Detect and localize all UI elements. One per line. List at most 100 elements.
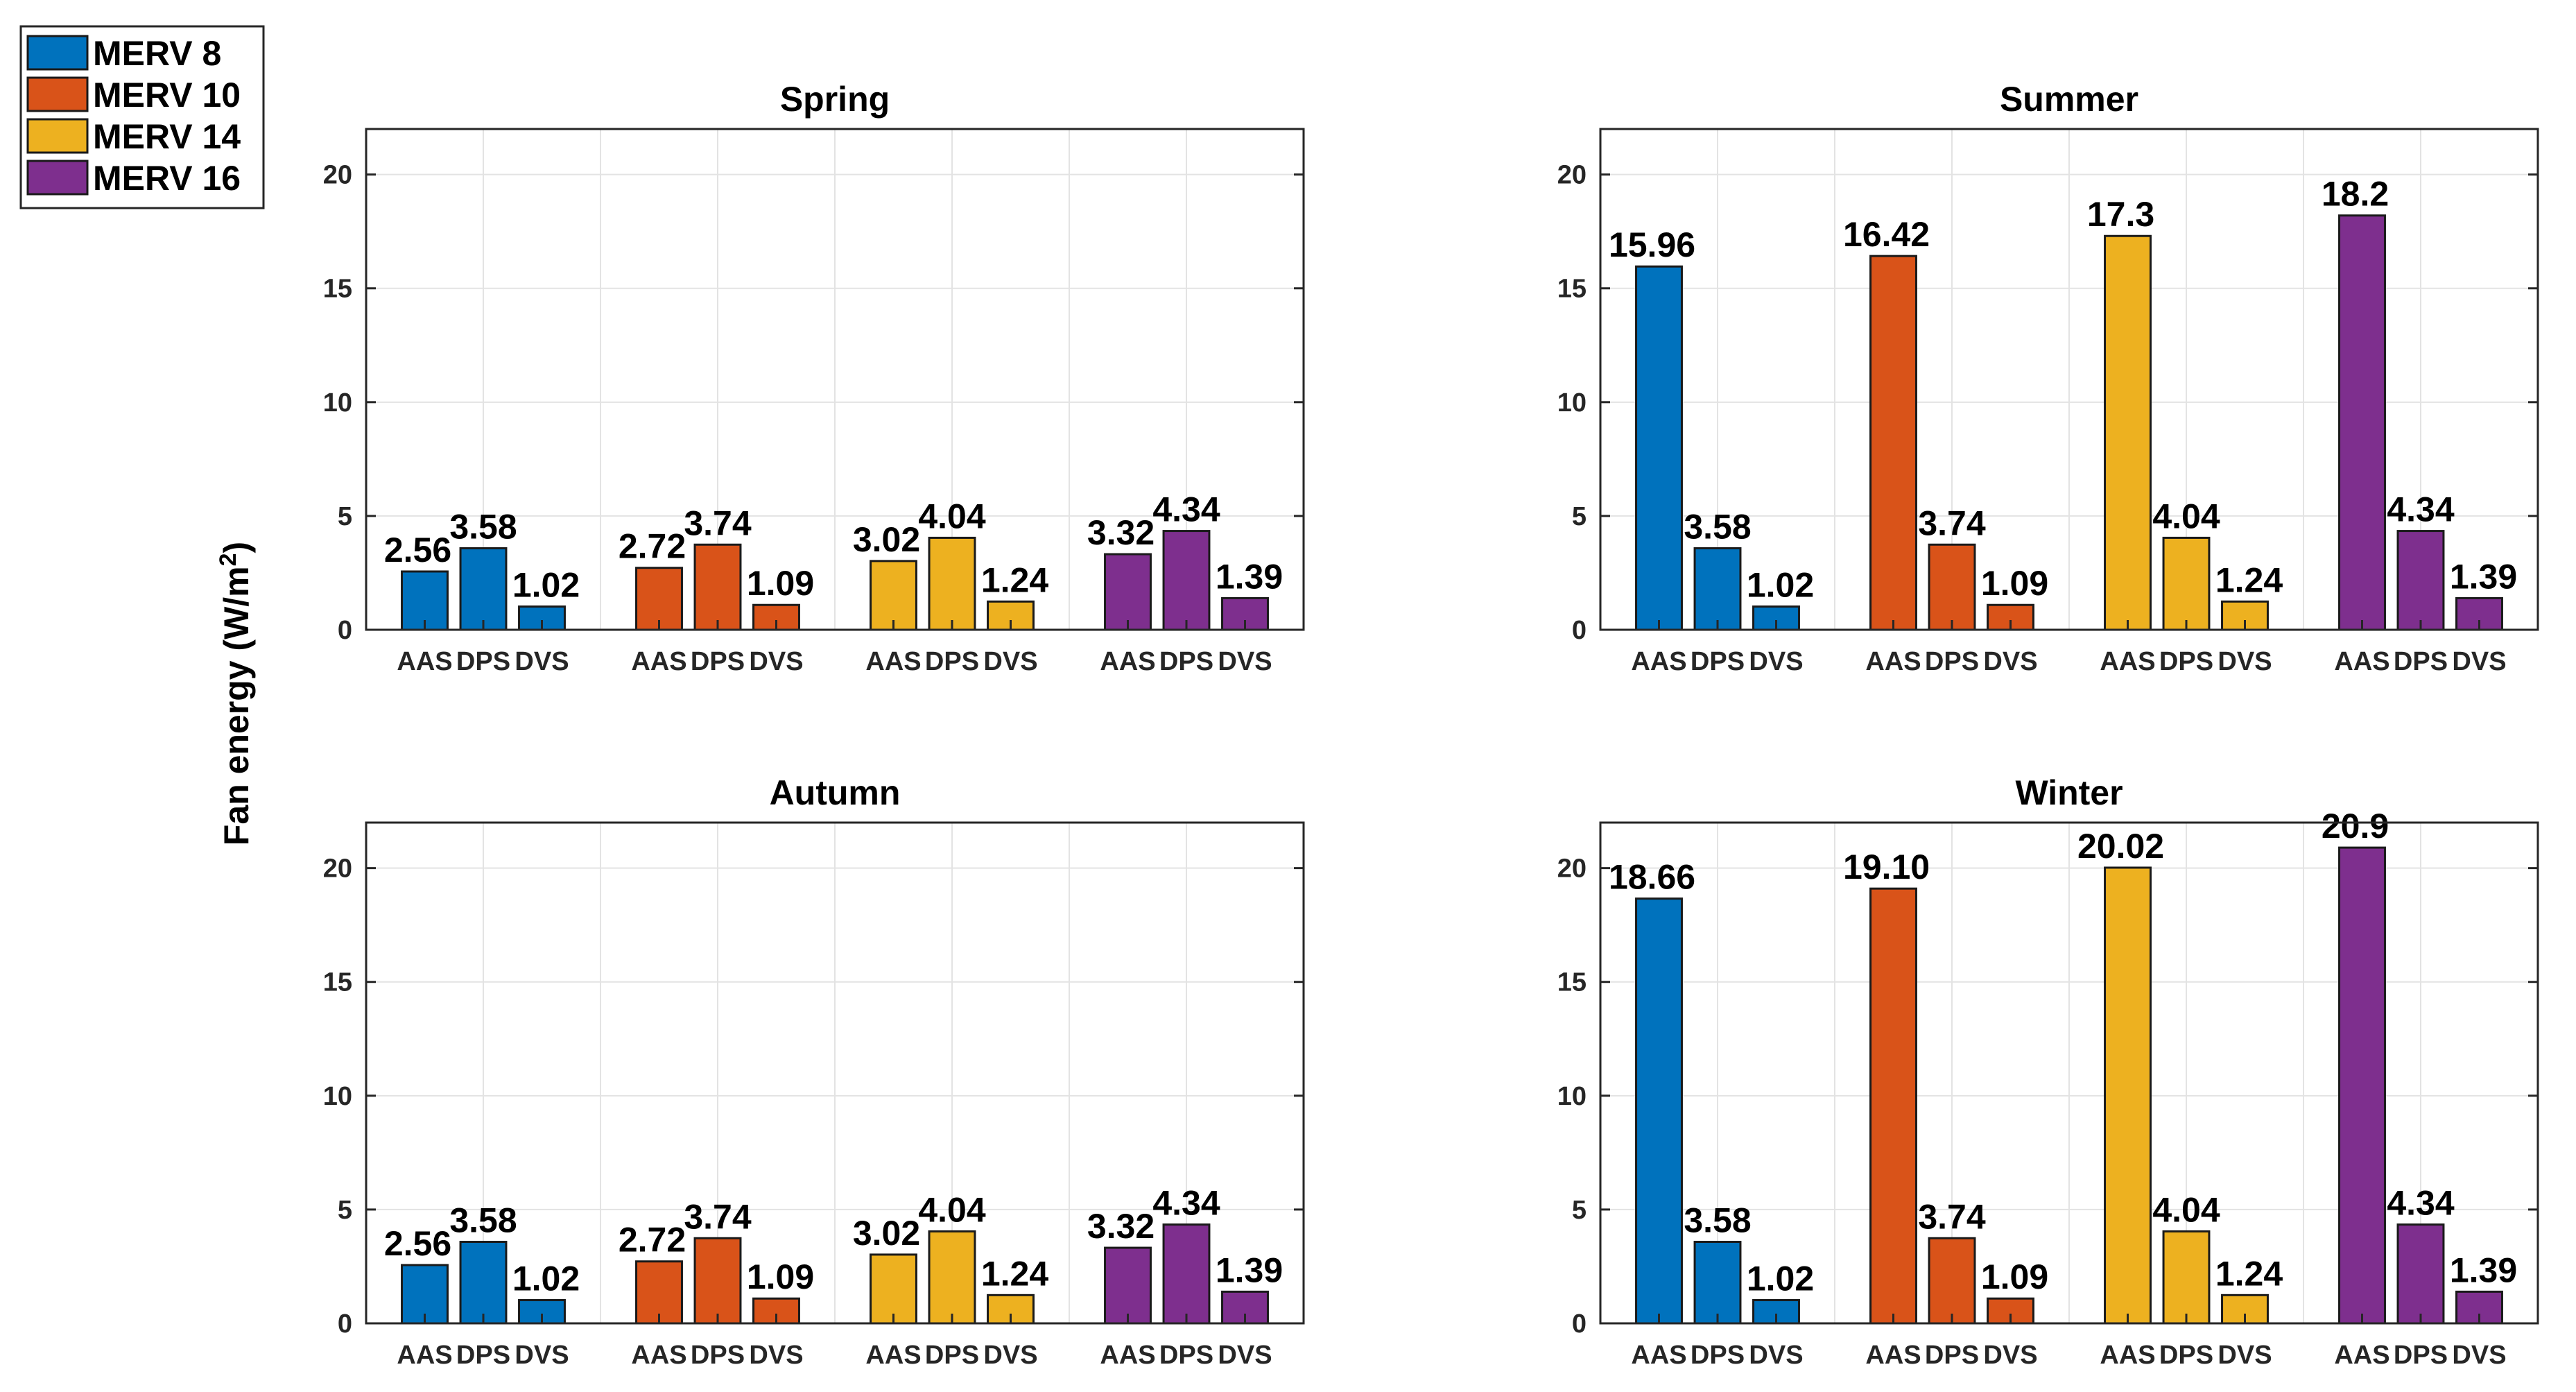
x-tick-label-dvs: DVS <box>1749 1341 1803 1370</box>
data-label: 3.74 <box>684 504 752 542</box>
x-tick-label-aas: AAS <box>1865 647 1921 676</box>
x-tick-label-dvs: DVS <box>1983 1341 2037 1370</box>
data-label: 1.24 <box>981 560 1049 599</box>
y-tick-label: 0 <box>1572 1309 1587 1339</box>
x-tick-label-dps: DPS <box>1159 1341 1213 1370</box>
panel-spring: 0 5 10 15 20 2.56 AAS 3.58 DPS 1.02 DVS 2.72 AAS 3.74… <box>323 80 1305 676</box>
legend-swatch-merv-16 <box>26 160 89 196</box>
y-axis-label-close: ) <box>217 542 256 553</box>
x-tick-label-dvs: DVS <box>1749 647 1803 676</box>
legend-label-merv-8: MERV 8 <box>93 34 221 73</box>
bar-autumn-merv-16-dps <box>1162 1223 1211 1325</box>
y-tick-label: 20 <box>1557 161 1587 190</box>
x-tick-label-dvs: DVS <box>2452 1341 2506 1370</box>
data-label: 3.58 <box>1684 508 1751 547</box>
y-tick-label: 5 <box>1572 1196 1587 1225</box>
x-tick-label-dps: DPS <box>456 1341 510 1370</box>
data-label: 3.32 <box>1087 1207 1155 1246</box>
x-tick-label-dps: DPS <box>1159 647 1213 676</box>
bar-summer-merv-10-aas <box>1869 255 1917 631</box>
bar-summer-merv-16-dps <box>2396 530 2445 631</box>
x-tick-label-dps: DPS <box>2394 1341 2448 1370</box>
x-tick-label-aas: AAS <box>2100 647 2155 676</box>
x-tick-label-aas: AAS <box>397 647 452 676</box>
data-label: 3.74 <box>684 1197 752 1236</box>
x-tick-label-dvs: DVS <box>2452 647 2506 676</box>
x-tick-label-dps: DPS <box>1691 647 1745 676</box>
axes-box <box>1599 128 2539 631</box>
bar-spring-merv-14-dps <box>928 536 976 631</box>
y-tick-label: 20 <box>1557 854 1587 884</box>
data-label: 1.02 <box>1747 566 1814 605</box>
y-tick-label: 20 <box>323 161 352 190</box>
bar-winter-merv-10-aas <box>1869 887 1917 1325</box>
legend-swatch-merv-10 <box>26 76 89 112</box>
bar-winter-merv-14-dps <box>2162 1230 2211 1325</box>
y-tick-label: 15 <box>1557 275 1587 304</box>
bar-winter-merv-8-dps <box>1693 1241 1742 1325</box>
x-tick-label-dvs: DVS <box>515 647 569 676</box>
bar-winter-merv-16-dps <box>2396 1223 2445 1325</box>
bar-spring-merv-8-aas <box>401 570 449 631</box>
data-label: 3.58 <box>449 1201 517 1240</box>
data-label: 1.39 <box>2450 557 2517 596</box>
x-tick-label-aas: AAS <box>865 647 921 676</box>
data-label: 1.02 <box>512 566 580 605</box>
x-tick-label-aas: AAS <box>631 1341 686 1370</box>
bar-autumn-merv-8-aas <box>401 1264 449 1325</box>
x-tick-label-dps: DPS <box>1925 647 1979 676</box>
y-tick-label: 15 <box>323 968 352 997</box>
x-tick-label-dps: DPS <box>691 1341 745 1370</box>
data-label: 1.09 <box>747 564 814 603</box>
data-label: 1.09 <box>1981 1257 2048 1296</box>
bar-summer-merv-16-aas <box>2338 214 2386 631</box>
data-label: 3.74 <box>1918 504 1986 542</box>
legend-swatch-merv-8 <box>26 35 89 71</box>
data-label: 2.72 <box>619 527 686 566</box>
x-tick-label-aas: AAS <box>631 647 686 676</box>
bar-spring-merv-14-dvs <box>987 600 1035 631</box>
y-tick-label: 15 <box>1557 968 1587 997</box>
data-label: 19.10 <box>1843 848 1930 886</box>
x-tick-label-aas: AAS <box>1100 1341 1155 1370</box>
data-label: 3.02 <box>853 1214 920 1253</box>
panels: 0 5 10 15 20 2.56 AAS 3.58 DPS 1.02 DVS 2.72 AAS 3.74… <box>323 80 2539 1370</box>
axes-box <box>365 821 1305 1325</box>
data-label: 3.58 <box>1684 1201 1751 1240</box>
bar-autumn-merv-10-dps <box>693 1237 742 1325</box>
data-label: 16.42 <box>1843 215 1930 254</box>
x-tick-label-aas: AAS <box>397 1341 452 1370</box>
y-tick-label: 10 <box>1557 388 1587 418</box>
data-label: 1.24 <box>2215 560 2283 599</box>
y-tick-label: 10 <box>1557 1082 1587 1111</box>
data-label: 20.02 <box>2077 827 2164 866</box>
y-tick-label: 15 <box>323 275 352 304</box>
data-label: 2.56 <box>384 1224 451 1263</box>
data-label: 1.02 <box>512 1260 580 1298</box>
x-tick-label-aas: AAS <box>1100 647 1155 676</box>
data-label: 2.56 <box>384 531 451 569</box>
data-label: 4.04 <box>2152 1190 2220 1229</box>
x-tick-label-dvs: DVS <box>1218 1341 1272 1370</box>
data-label: 4.34 <box>2387 490 2455 529</box>
bar-spring-merv-16-dps <box>1162 530 1211 631</box>
x-tick-label-dps: DPS <box>2394 647 2448 676</box>
x-tick-label-aas: AAS <box>865 1341 921 1370</box>
y-tick-label: 5 <box>338 1196 352 1225</box>
y-tick-label: 5 <box>1572 502 1587 531</box>
y-axis-label-superscript: 2 <box>215 553 241 566</box>
data-label: 4.04 <box>2152 497 2220 535</box>
data-label: 4.04 <box>918 497 986 535</box>
y-tick-label: 10 <box>323 1082 352 1111</box>
data-label: 3.58 <box>449 508 517 547</box>
bar-spring-merv-10-dps <box>693 543 742 631</box>
x-tick-label-dps: DPS <box>2159 1341 2213 1370</box>
data-label: 1.39 <box>2450 1251 2517 1289</box>
data-label: 1.24 <box>2215 1254 2283 1293</box>
x-tick-label-aas: AAS <box>2334 1341 2389 1370</box>
x-tick-label-dps: DPS <box>456 647 510 676</box>
x-tick-label-dvs: DVS <box>2218 1341 2272 1370</box>
bar-spring-merv-16-aas <box>1104 553 1152 631</box>
legend-swatch-merv-14 <box>26 118 89 154</box>
